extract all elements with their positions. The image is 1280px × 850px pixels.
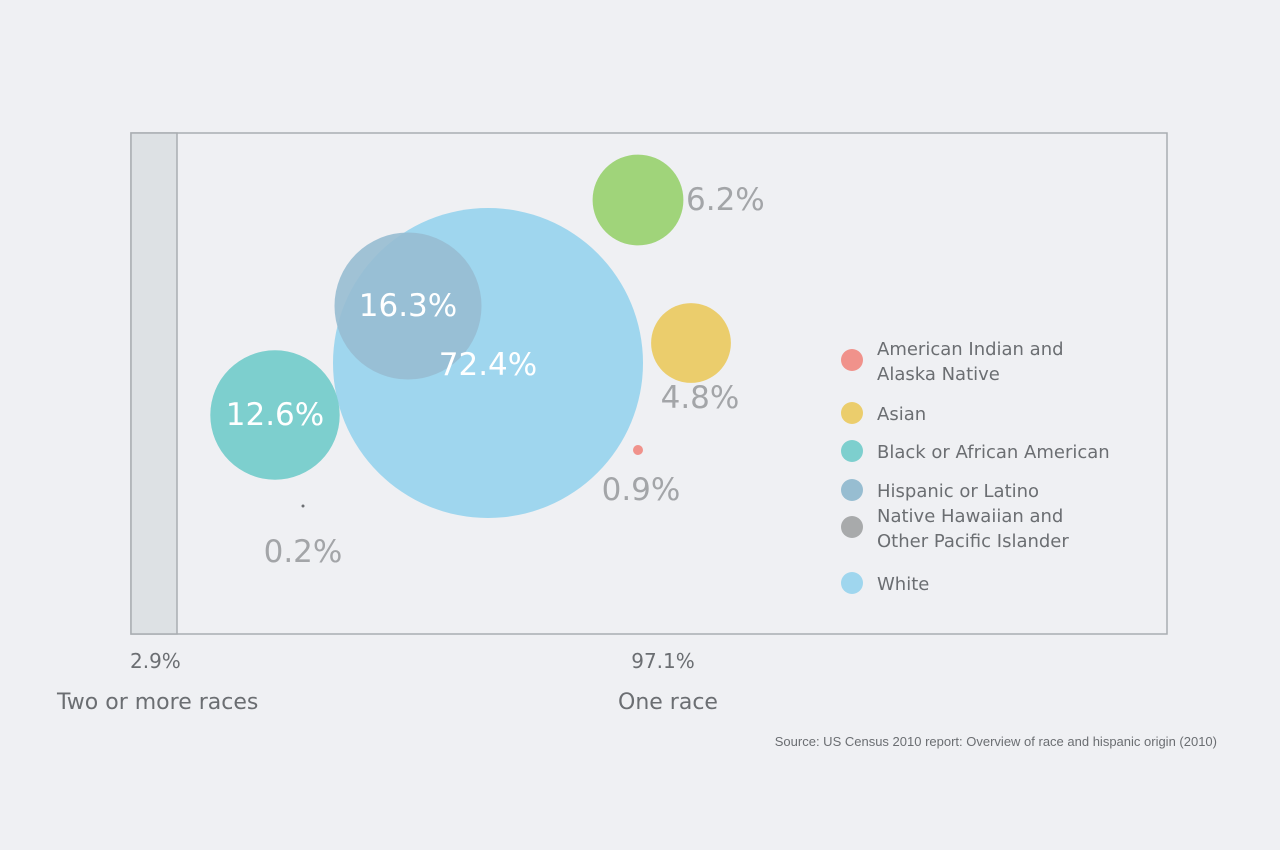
legend-swatch-white	[841, 572, 863, 594]
legend-swatch-american-indian	[841, 349, 863, 371]
one-race-label: One race	[618, 690, 718, 715]
bubble-label-black: 12.6%	[226, 397, 324, 433]
bubble-label-asian: 4.8%	[661, 380, 740, 416]
bubble-label-native-hawaiian: 0.2%	[264, 534, 343, 570]
legend-label-hispanic: Hispanic or Latino	[877, 481, 1039, 502]
bubble-label-white: 72.4%	[439, 347, 537, 383]
bubble-native-hawaiian	[301, 504, 305, 508]
two-or-more-label: Two or more races	[56, 690, 258, 715]
labels-layer: 72.4% 16.3% 12.6% 6.2% 4.8% 0.9% 0.2%	[226, 182, 765, 570]
legend-label-american-indian: Alaska Native	[877, 364, 1000, 385]
legend-label-asian: Asian	[877, 404, 926, 425]
bubble-black	[210, 350, 340, 480]
two-or-more-percent: 2.9%	[130, 649, 181, 673]
one-race-percent: 97.1%	[631, 649, 695, 673]
legend-swatch-asian	[841, 402, 863, 424]
legend: American Indian and Alaska Native Asian Bla…	[841, 339, 1110, 595]
bubble-label-hispanic: 16.3%	[359, 288, 457, 324]
bubble-american-indian	[633, 445, 643, 455]
legend-label-american-indian: American Indian and	[877, 339, 1064, 360]
bubble-label-american-indian: 0.9%	[602, 472, 681, 508]
legend-swatch-native-hawaiian	[841, 516, 863, 538]
bubbles-layer	[210, 154, 731, 518]
two-or-more-bar	[130, 132, 178, 635]
legend-swatch-hispanic	[841, 479, 863, 501]
legend-label-native-hawaiian: Other Pacific Islander	[877, 531, 1069, 552]
bubble-hispanic	[334, 232, 482, 380]
source-note: Source: US Census 2010 report: Overview …	[775, 734, 1217, 749]
bubble-label-extra-green: 6.2%	[686, 182, 765, 218]
bubble-extra-green	[592, 154, 684, 246]
bubble-asian	[651, 303, 731, 383]
legend-label-native-hawaiian: Native Hawaiian and	[877, 506, 1063, 527]
legend-swatch-black	[841, 440, 863, 462]
legend-label-black: Black or African American	[877, 442, 1110, 463]
legend-label-white: White	[877, 574, 929, 595]
